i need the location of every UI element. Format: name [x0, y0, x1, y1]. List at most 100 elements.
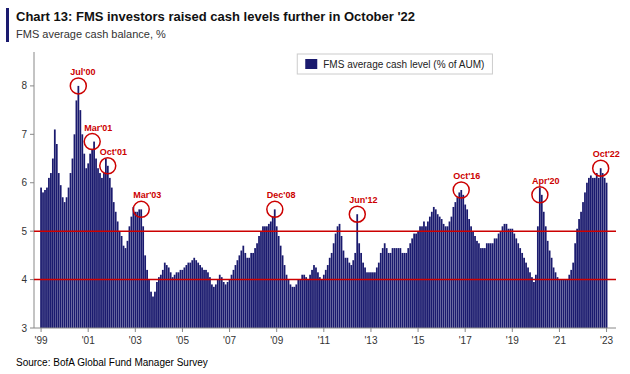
bar [79, 110, 81, 328]
annotation-circle [349, 206, 365, 222]
bar [331, 253, 333, 328]
bar [246, 258, 248, 328]
bar [335, 234, 337, 328]
bar [280, 246, 282, 328]
bar [203, 270, 205, 328]
bar [68, 188, 70, 328]
annotation-label: Oct'16 [453, 171, 480, 181]
bar [563, 280, 565, 328]
bars [40, 86, 607, 328]
bar [317, 272, 319, 328]
bar [366, 272, 368, 328]
y-tick-label: 7 [21, 129, 27, 140]
y-tick-label: 6 [21, 177, 27, 188]
x-tick [559, 328, 560, 332]
bar [511, 229, 513, 328]
bar [83, 154, 85, 328]
bar [158, 277, 160, 328]
x-tick-label: '03 [129, 335, 142, 346]
bar [103, 173, 105, 328]
annotation-circle [453, 182, 469, 198]
bar [315, 267, 317, 328]
x-tick [512, 328, 513, 332]
bar [348, 263, 350, 328]
bar [541, 195, 543, 328]
subtitle: FMS average cash balance, % [16, 28, 166, 40]
legend-frame [297, 54, 492, 74]
bar [87, 163, 89, 328]
bar [360, 253, 362, 328]
x-axis: '99'01'03'05'07'09'11'13'15'17'19'21'23 [34, 328, 616, 346]
bar [454, 202, 456, 328]
reference-line [34, 279, 616, 281]
annotation-label: Mar'03 [133, 190, 161, 200]
y-tick-label: 3 [21, 323, 27, 334]
bar [557, 277, 559, 328]
annotation-circle [84, 134, 100, 150]
bar [168, 267, 170, 328]
title-accent [6, 8, 9, 42]
bar [403, 253, 405, 328]
bar [221, 277, 223, 328]
bar [451, 217, 453, 328]
bar [134, 212, 136, 328]
annotation-circle [70, 78, 86, 94]
bar [329, 258, 331, 328]
bar [160, 275, 162, 328]
bar [244, 253, 246, 328]
bar [85, 168, 87, 328]
x-tick [41, 328, 42, 332]
x-tick [418, 328, 419, 332]
bar [553, 267, 555, 328]
bar [590, 175, 592, 328]
bar [305, 277, 307, 328]
bar [223, 282, 225, 328]
x-tick [465, 328, 466, 332]
bar [488, 243, 490, 328]
bar [292, 287, 294, 328]
x-tick-label: '07 [223, 335, 236, 346]
legend-swatch [305, 59, 317, 69]
bar [517, 243, 519, 328]
bar [443, 224, 445, 328]
bar [496, 238, 498, 328]
bar [266, 226, 268, 328]
bar [77, 86, 79, 328]
legend: FMS average cash level (% of AUM) [297, 54, 492, 74]
annotation-circle [532, 187, 548, 203]
x-tick [606, 328, 607, 332]
bar [576, 229, 578, 328]
annotation-circle [593, 160, 609, 176]
x-tick-label: '21 [553, 335, 566, 346]
bar [136, 212, 138, 328]
bar [50, 173, 52, 328]
reference-lines [34, 231, 616, 279]
bar [268, 224, 270, 328]
bar [347, 258, 349, 328]
bar [156, 282, 158, 328]
bar [174, 275, 176, 328]
bar [580, 212, 582, 328]
bar [66, 197, 68, 328]
bar [225, 284, 227, 328]
bar [138, 209, 140, 328]
bar [372, 272, 374, 328]
bar [176, 272, 178, 328]
bar [529, 272, 531, 328]
bar [453, 207, 455, 328]
bar [93, 142, 95, 328]
x-tick-label: '19 [506, 335, 519, 346]
bar [445, 226, 447, 328]
bar [150, 292, 152, 328]
bar [464, 205, 466, 328]
bar [301, 275, 303, 328]
bar [231, 275, 233, 328]
bar [598, 178, 600, 328]
bar [584, 192, 586, 328]
bar [239, 255, 241, 328]
bar [319, 277, 321, 328]
annotation-label: Oct'22 [593, 149, 620, 159]
bar [297, 280, 299, 328]
bar [549, 251, 551, 328]
bar [307, 280, 309, 328]
